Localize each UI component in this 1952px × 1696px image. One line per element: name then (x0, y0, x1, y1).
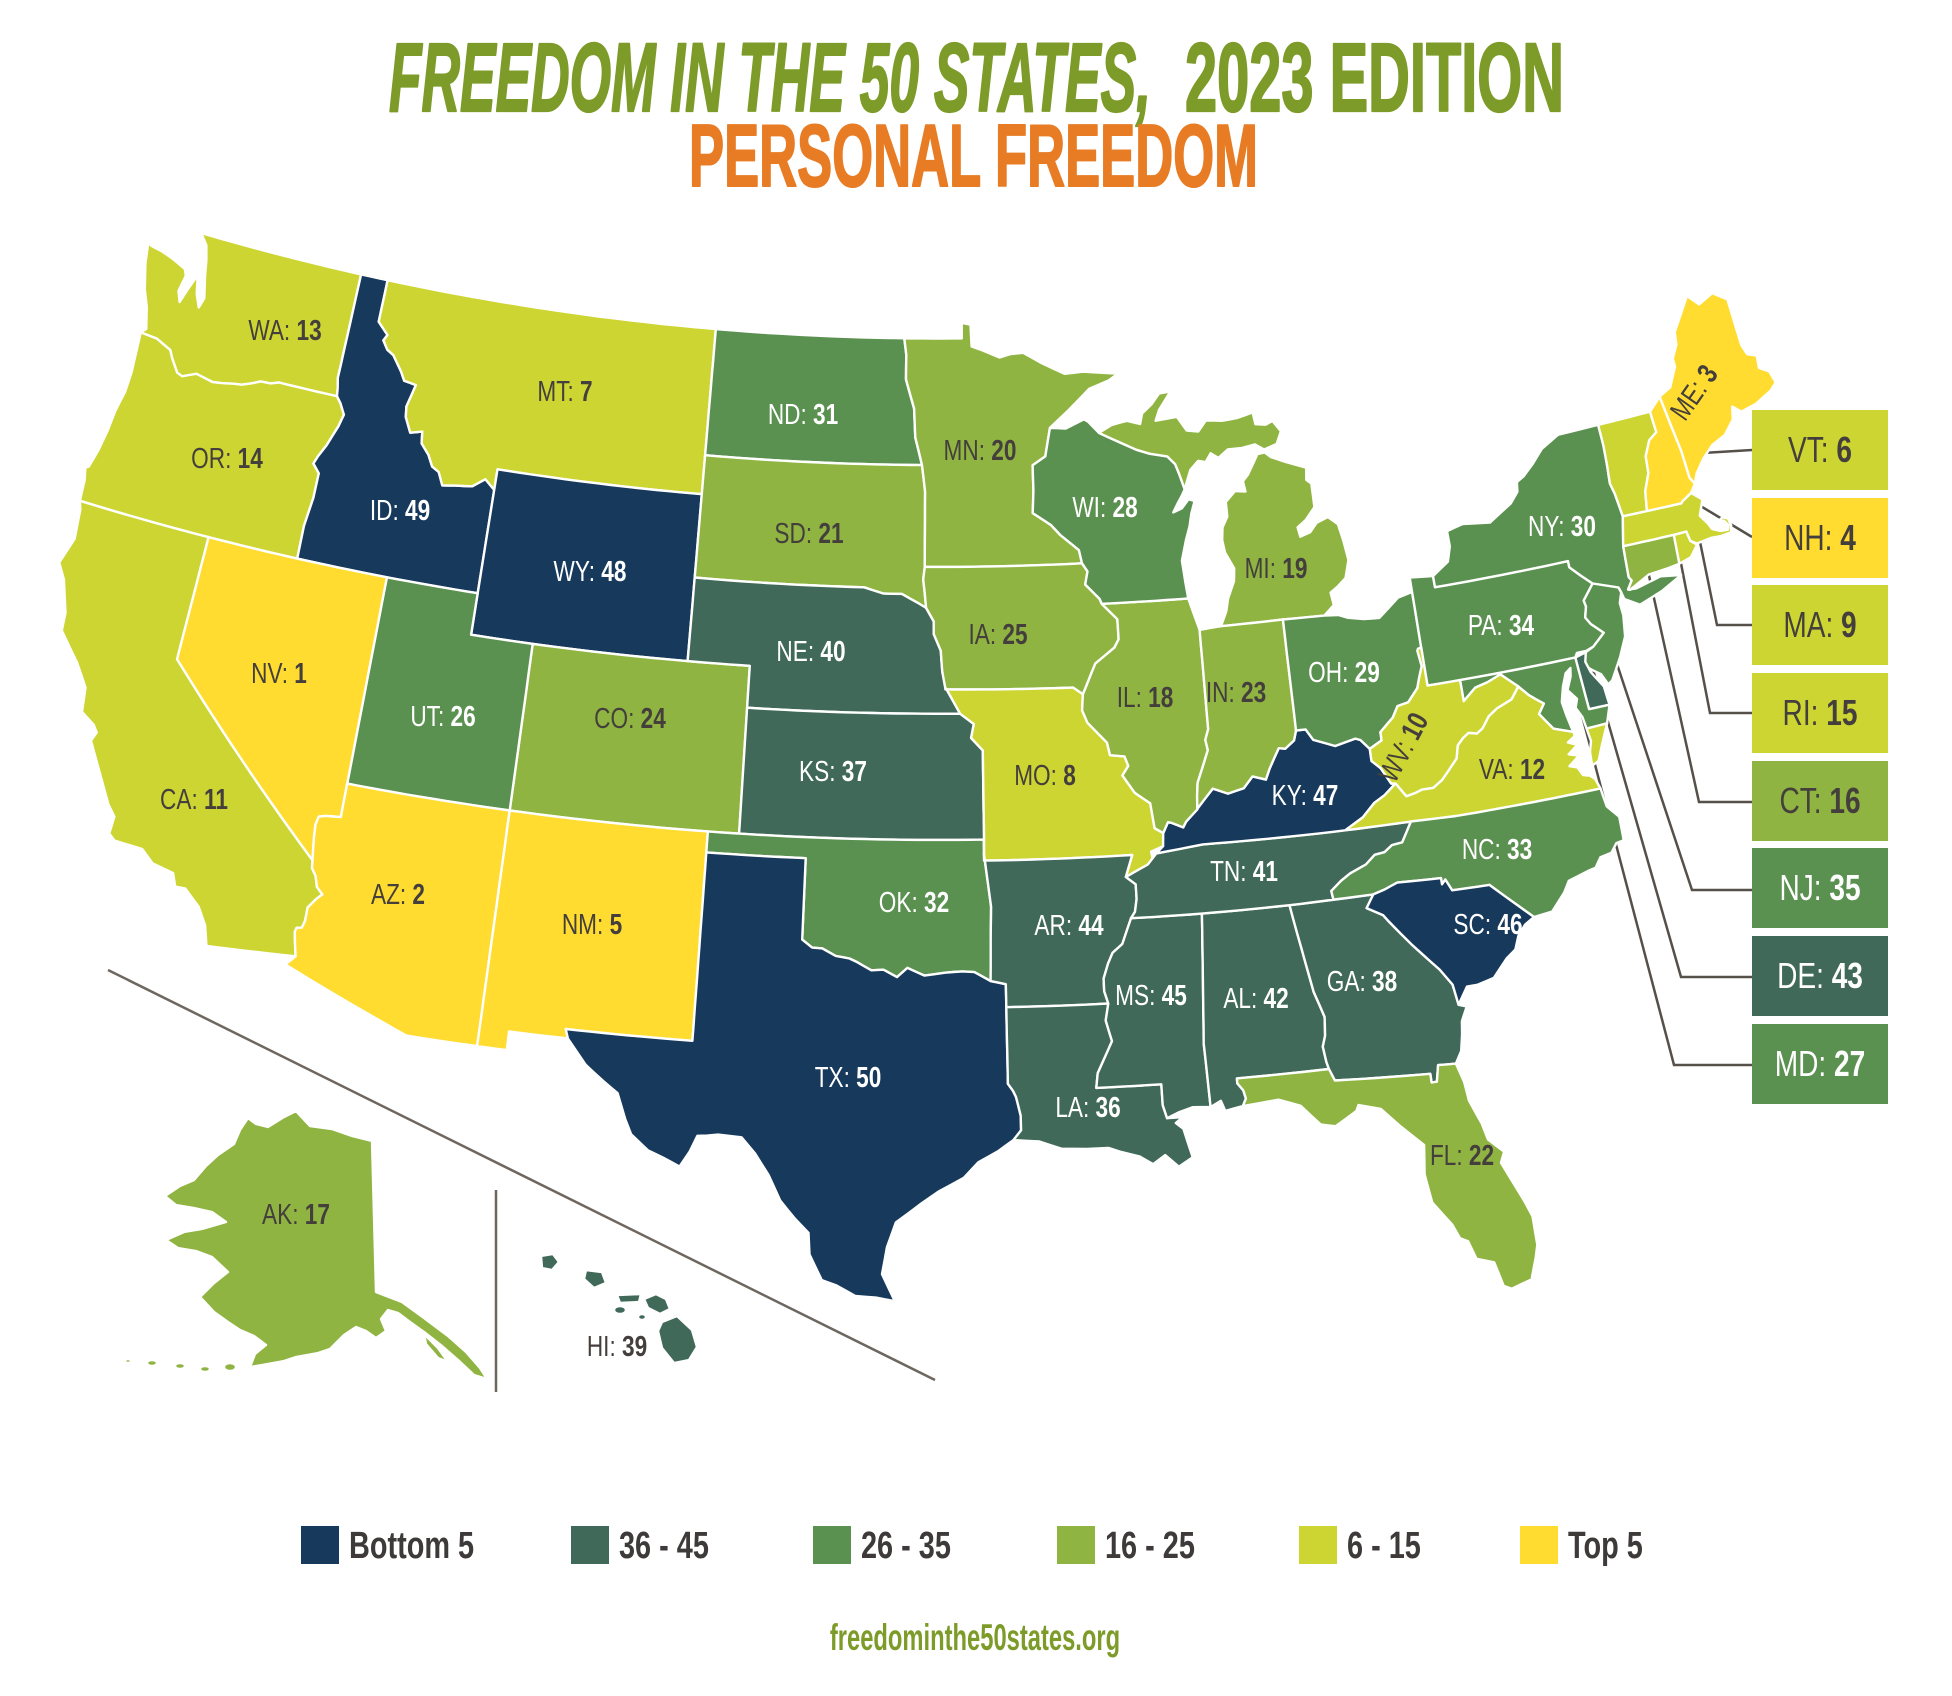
svg-text:MS: 45: MS: 45 (1115, 978, 1187, 1011)
svg-text:PA: 34: PA: 34 (1468, 608, 1535, 641)
svg-text:AK: 17: AK: 17 (262, 1197, 330, 1230)
svg-text:FL: 22: FL: 22 (1430, 1138, 1494, 1171)
svg-text:UT: 26: UT: 26 (410, 699, 475, 732)
svg-text:2023 EDITION: 2023 EDITION (1185, 23, 1564, 132)
svg-text:MI: 19: MI: 19 (1245, 551, 1308, 584)
svg-text:6 - 15: 6 - 15 (1347, 1524, 1421, 1567)
svg-text:NM: 5: NM: 5 (562, 907, 622, 940)
svg-text:SC: 46: SC: 46 (1453, 907, 1522, 940)
svg-text:KY: 47: KY: 47 (1272, 778, 1339, 811)
svg-text:KS: 37: KS: 37 (799, 754, 867, 787)
svg-text:NJ: 35: NJ: 35 (1779, 868, 1860, 908)
svg-text:DE: 43: DE: 43 (1777, 956, 1863, 996)
svg-text:WI: 28: WI: 28 (1072, 490, 1137, 523)
svg-text:Bottom 5: Bottom 5 (349, 1524, 474, 1567)
svg-text:MD: 27: MD: 27 (1775, 1044, 1865, 1084)
svg-text:AR: 44: AR: 44 (1034, 908, 1104, 941)
svg-text:CA: 11: CA: 11 (160, 782, 228, 815)
svg-text:Top 5: Top 5 (1568, 1524, 1643, 1567)
svg-text:26 - 35: 26 - 35 (861, 1524, 951, 1567)
svg-text:OR: 14: OR: 14 (191, 441, 263, 474)
svg-text:TX: 50: TX: 50 (815, 1060, 882, 1093)
svg-text:MO: 8: MO: 8 (1014, 758, 1076, 791)
svg-text:MT: 7: MT: 7 (537, 374, 592, 407)
svg-text:AL: 42: AL: 42 (1223, 981, 1288, 1014)
svg-text:IA: 25: IA: 25 (968, 617, 1027, 650)
svg-text:freedominthe50states.org: freedominthe50states.org (830, 1617, 1120, 1659)
svg-text:VT: 6: VT: 6 (1788, 430, 1852, 470)
svg-text:OK: 32: OK: 32 (879, 885, 949, 918)
svg-text:WA: 13: WA: 13 (248, 313, 321, 346)
svg-text:ID: 49: ID: 49 (370, 493, 430, 526)
svg-text:TN: 41: TN: 41 (1210, 854, 1278, 887)
svg-text:NC: 33: NC: 33 (1462, 832, 1532, 865)
svg-text:ND: 31: ND: 31 (768, 397, 838, 430)
svg-text:MN: 20: MN: 20 (944, 433, 1017, 466)
svg-text:16 - 25: 16 - 25 (1105, 1524, 1195, 1567)
svg-text:HI: 39: HI: 39 (587, 1329, 647, 1362)
svg-text:MA: 9: MA: 9 (1783, 605, 1856, 645)
svg-text:OH: 29: OH: 29 (1308, 655, 1380, 688)
svg-text:WY: 48: WY: 48 (554, 554, 627, 587)
svg-text:NH: 4: NH: 4 (1784, 518, 1856, 558)
svg-text:NY: 30: NY: 30 (1528, 509, 1596, 542)
svg-text:IN: 23: IN: 23 (1206, 675, 1266, 708)
svg-text:GA: 38: GA: 38 (1327, 964, 1397, 997)
svg-text:NV: 1: NV: 1 (251, 656, 307, 689)
svg-text:IL: 18: IL: 18 (1117, 680, 1174, 713)
svg-text:PERSONAL FREEDOM: PERSONAL FREEDOM (689, 106, 1258, 205)
svg-text:FREEDOM IN THE 50 STATES,: FREEDOM IN THE 50 STATES, (389, 23, 1151, 132)
svg-text:CO: 24: CO: 24 (594, 701, 666, 734)
svg-text:NE: 40: NE: 40 (776, 634, 845, 667)
svg-text:36 - 45: 36 - 45 (619, 1524, 709, 1567)
svg-text:CT: 16: CT: 16 (1779, 781, 1860, 821)
svg-text:SD: 21: SD: 21 (774, 516, 843, 549)
svg-text:VA: 12: VA: 12 (1479, 752, 1545, 785)
svg-text:RI: 15: RI: 15 (1783, 693, 1858, 733)
svg-text:AZ: 2: AZ: 2 (371, 877, 425, 910)
svg-text:LA: 36: LA: 36 (1055, 1090, 1120, 1123)
